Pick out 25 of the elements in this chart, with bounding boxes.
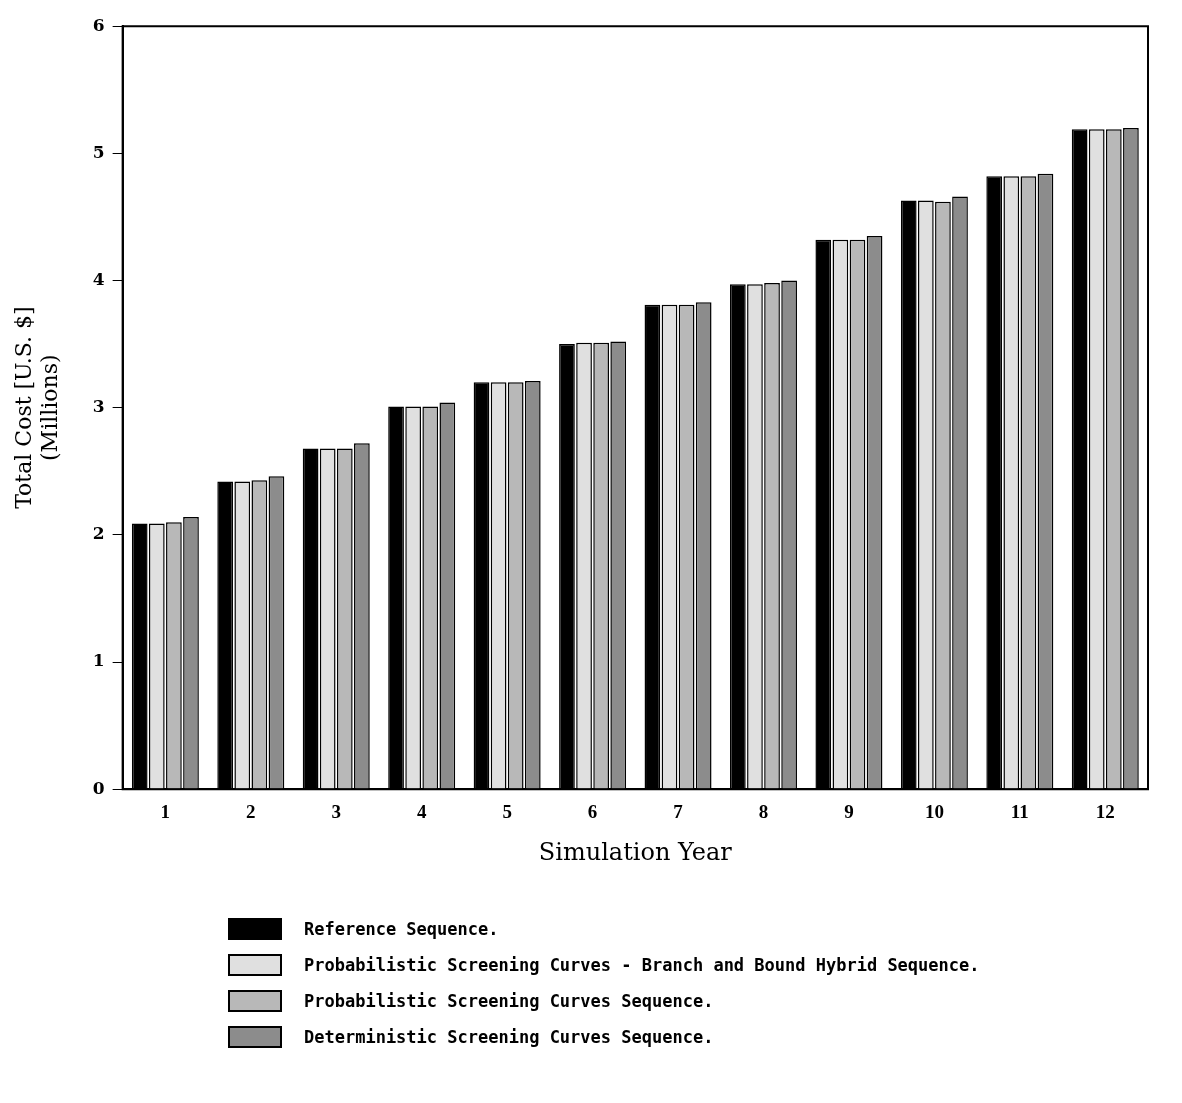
y-tick-label: 5 [92,141,105,162]
x-tick-label: 10 [924,800,944,822]
y-tick-label: 1 [92,650,105,671]
legend-label: Deterministic Screening Curves Sequence. [304,1027,714,1047]
x-tick-label: 8 [758,800,769,822]
x-tick-label: 6 [587,800,598,822]
x-tick-label: 4 [416,800,427,822]
x-tick-label: 11 [1010,800,1029,822]
x-tick-label: 5 [502,800,512,822]
x-tick-label: 1 [160,800,171,822]
y-tick-label: 4 [92,268,105,289]
x-tick-label: 9 [844,800,854,822]
x-tick-label: 2 [246,800,256,822]
x-tick-label: 7 [673,800,684,822]
y-tick-label: 6 [92,14,105,35]
x-tick-label: 12 [1095,800,1115,822]
y-tick-label: 0 [92,777,105,798]
y-tick-label: 2 [92,523,105,544]
y-axis-title: Total Cost [U.S. $] (Millions) [10,306,63,509]
legend-label: Probabilistic Screening Curves - Branch and Bound Hybrid Sequence. [304,955,980,975]
legend-label: Reference Sequence. [304,919,499,939]
y-tick-label: 3 [92,396,105,417]
x-axis-title: Simulation Year [538,837,733,866]
legend-label: Probabilistic Screening Curves Sequence. [304,991,714,1011]
x-tick-label: 3 [331,800,341,822]
